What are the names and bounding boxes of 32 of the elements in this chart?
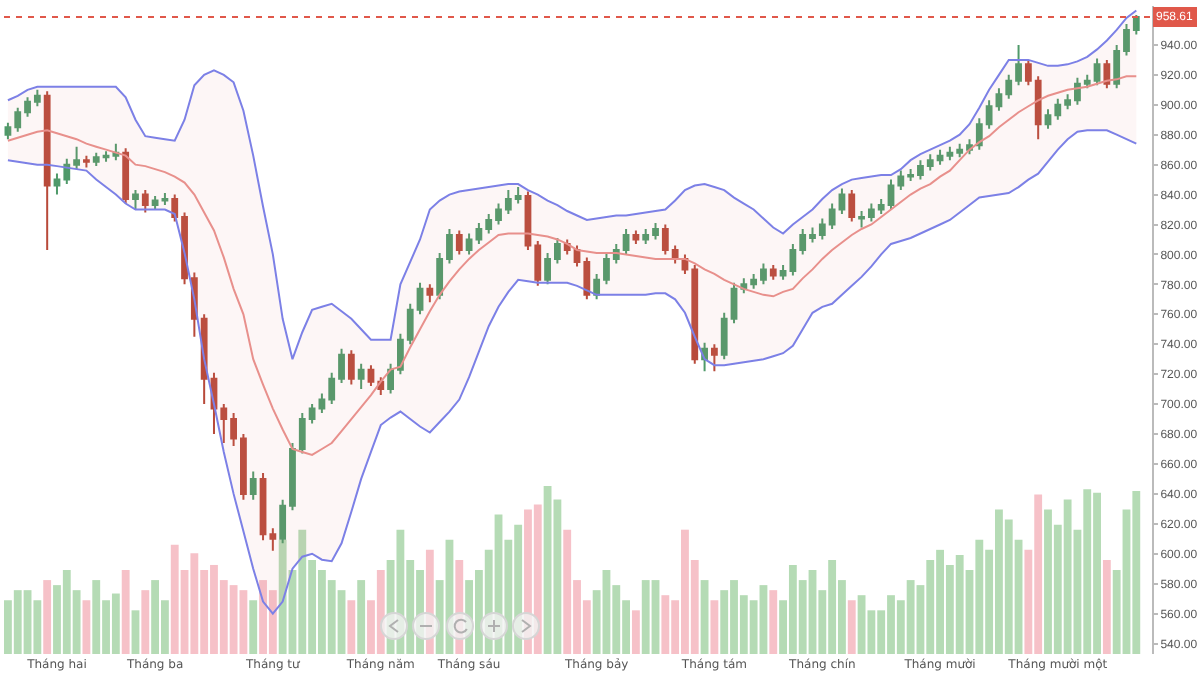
bar <box>769 590 778 654</box>
candlestick <box>83 154 90 169</box>
bar <box>357 580 366 654</box>
candlestick <box>249 470 257 501</box>
bar <box>43 580 52 654</box>
candlestick <box>141 189 149 214</box>
bar <box>249 600 258 654</box>
bar <box>847 600 856 654</box>
candlestick <box>122 147 130 205</box>
candlestick <box>848 189 856 223</box>
bar <box>131 610 140 654</box>
bar <box>631 610 640 654</box>
candlestick <box>710 343 718 373</box>
line-series <box>6 75 1138 456</box>
candlestick <box>632 229 640 245</box>
candlestick <box>132 189 139 211</box>
candlestick <box>455 229 463 256</box>
candlestick <box>357 362 365 391</box>
bar <box>1102 559 1111 654</box>
bar <box>141 590 150 654</box>
bar <box>121 570 130 654</box>
line-series <box>6 129 1138 615</box>
candlestick <box>426 283 434 304</box>
bar <box>710 600 719 654</box>
candlestick <box>1103 58 1111 90</box>
bar <box>347 600 356 654</box>
bar <box>82 600 91 654</box>
candlestick <box>43 90 51 251</box>
line-series <box>6 9 1138 361</box>
bar <box>700 580 709 654</box>
candlestick <box>769 263 777 281</box>
candlestick <box>347 349 355 386</box>
